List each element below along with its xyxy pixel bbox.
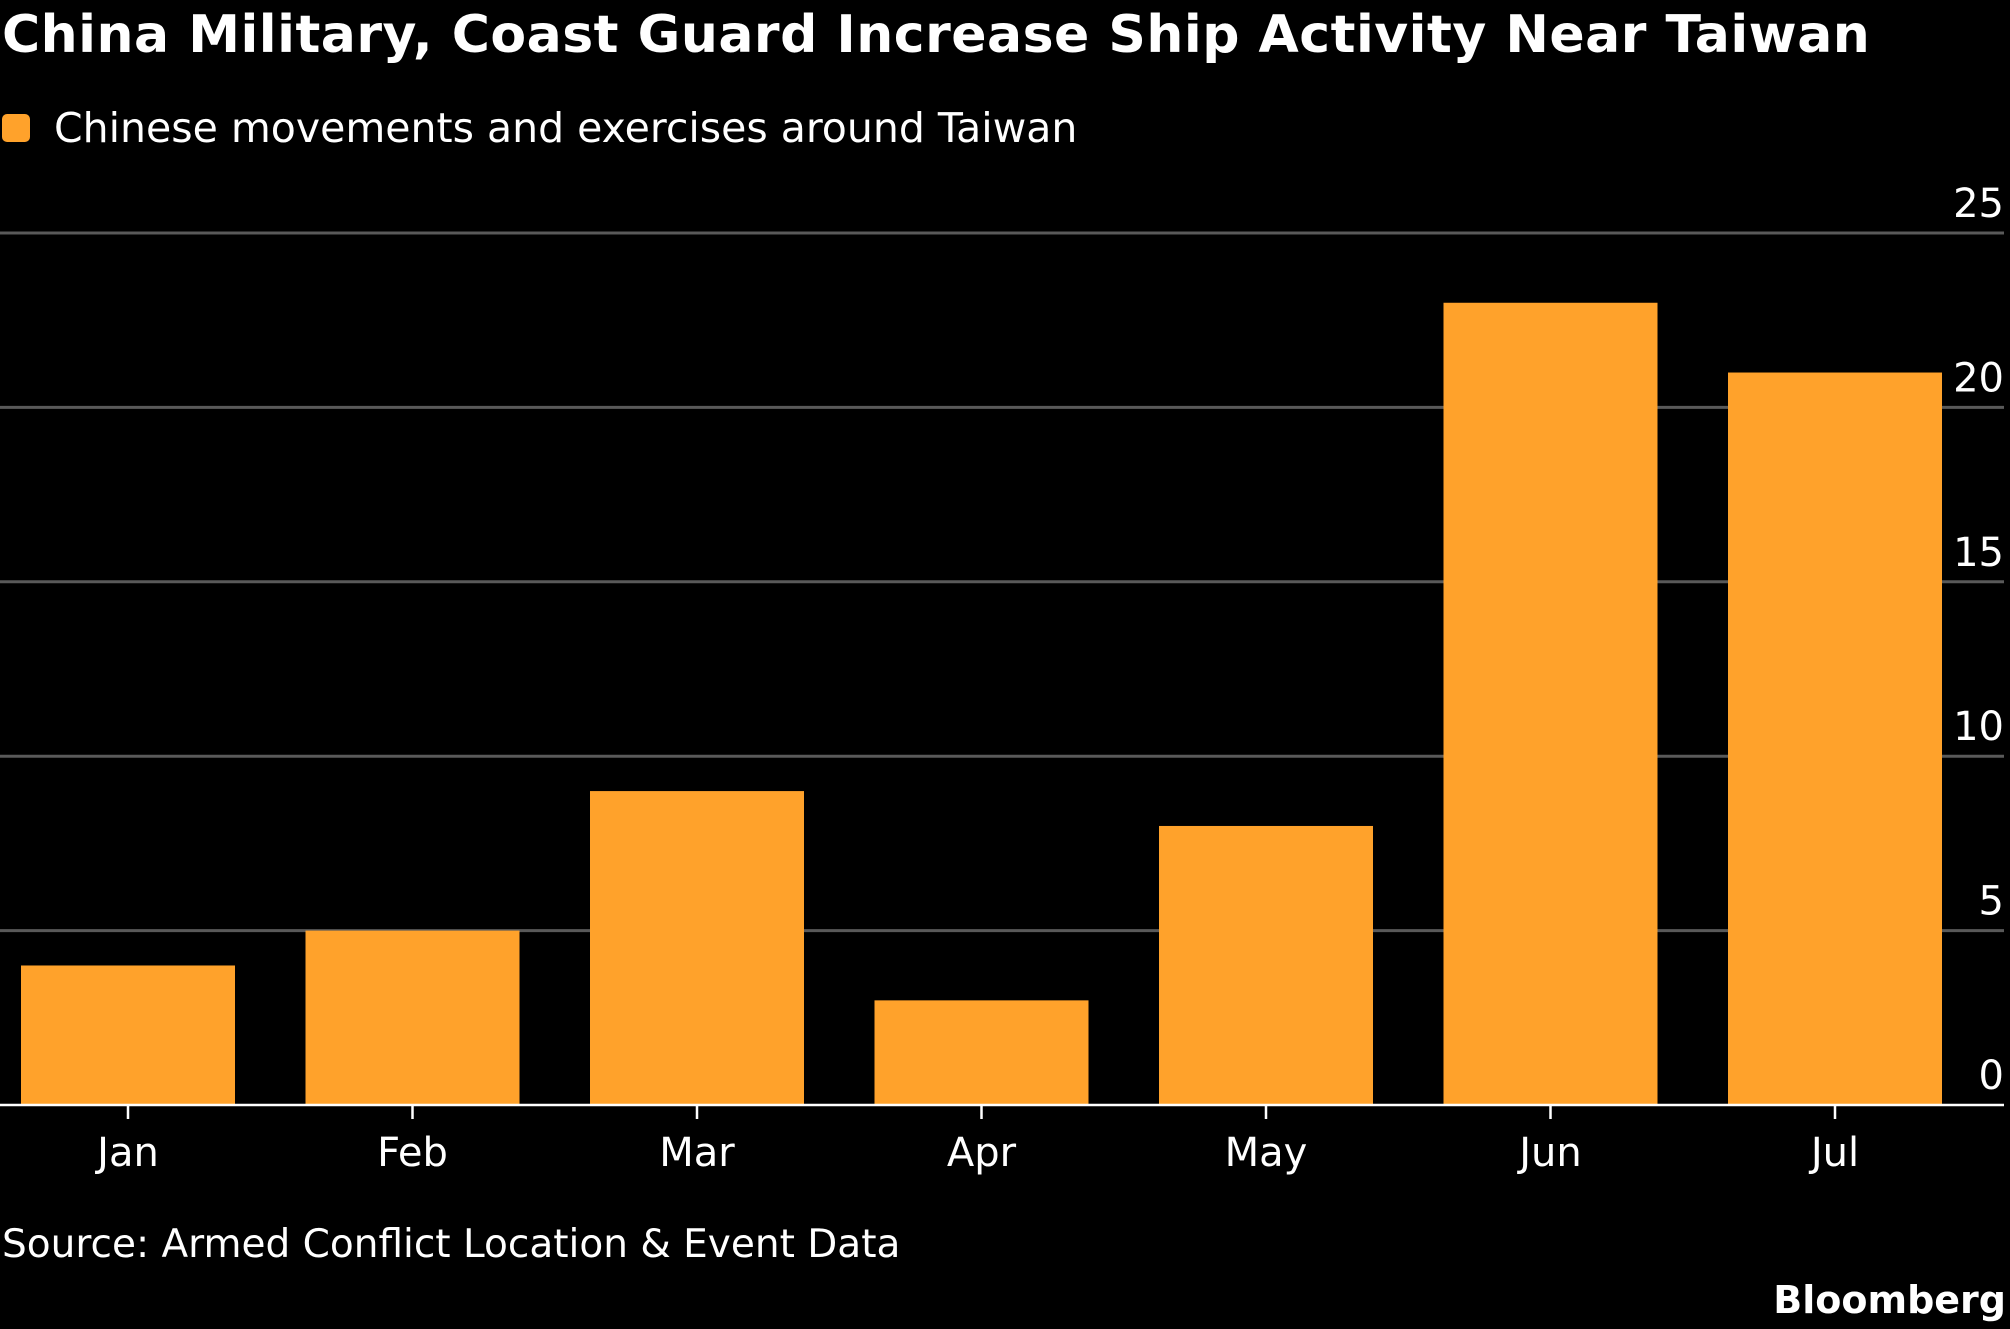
y-tick-label: 10 <box>1953 704 2004 750</box>
y-tick-label: 15 <box>1953 530 2004 576</box>
x-tick-label: Apr <box>947 1130 1017 1176</box>
x-tick-label: May <box>1225 1130 1308 1176</box>
y-tick-label: 25 <box>1953 181 2004 227</box>
legend-label: Chinese movements and exercises around T… <box>54 104 1078 152</box>
bar <box>590 791 804 1105</box>
bar <box>1443 302 1658 1105</box>
y-tick-label: 5 <box>1979 879 2004 925</box>
bar <box>1728 372 1942 1105</box>
y-tick-label: 0 <box>1979 1053 2004 1099</box>
source-note: Source: Armed Conflict Location & Event … <box>2 1222 901 1267</box>
x-tick-label: Feb <box>377 1130 448 1176</box>
bar <box>21 965 235 1105</box>
x-tick-label: Jan <box>94 1130 159 1176</box>
bloomberg-logo: Bloomberg <box>1773 1278 2006 1322</box>
legend-swatch <box>2 114 30 142</box>
bar <box>874 1000 1089 1105</box>
chart-title: China Military, Coast Guard Increase Shi… <box>2 5 1871 65</box>
y-tick-label: 20 <box>1953 355 2004 401</box>
x-tick-label: Jun <box>1516 1130 1582 1176</box>
legend: Chinese movements and exercises around T… <box>2 100 1077 156</box>
bar <box>305 930 520 1105</box>
x-tick-label: Mar <box>659 1130 735 1176</box>
x-tick-label: Jul <box>1808 1130 1859 1176</box>
bar <box>1159 825 1373 1105</box>
